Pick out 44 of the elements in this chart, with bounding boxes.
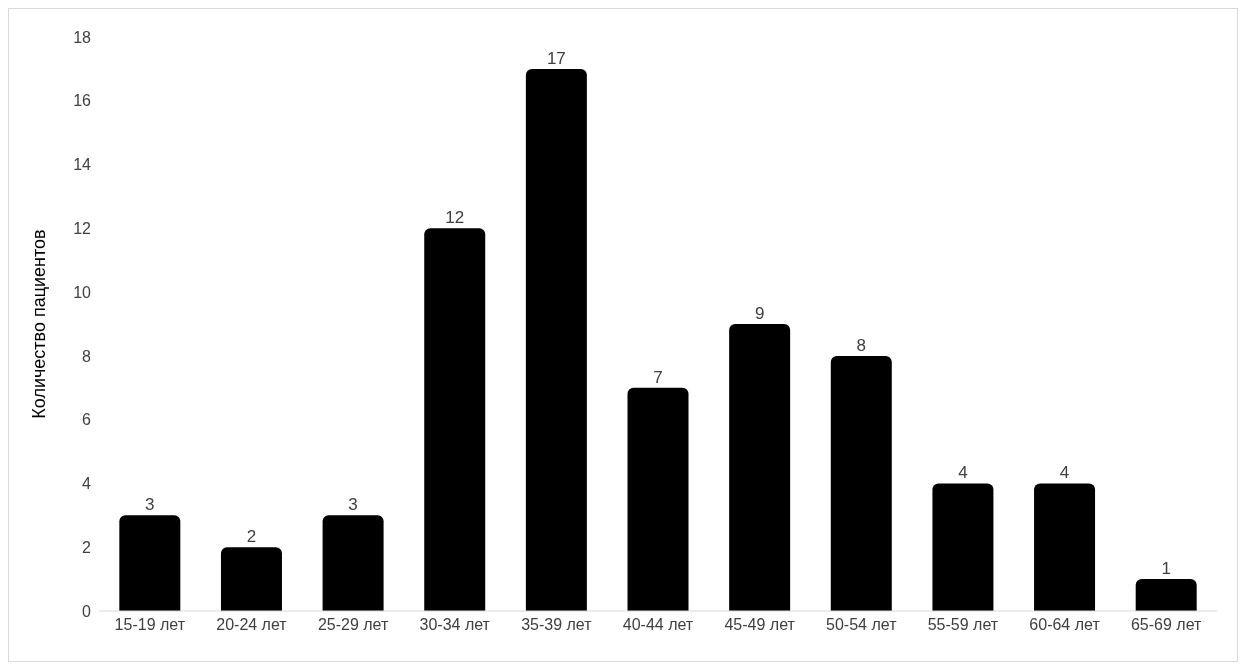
x-tick-label: 50-54 лет [826,616,898,634]
x-tick-label: 35-39 лет [521,616,593,634]
y-tick-label: 10 [73,283,92,301]
y-tick-label: 6 [82,411,92,429]
y-tick-label: 0 [82,602,92,620]
y-tick-label: 14 [73,156,92,174]
data-label: 9 [754,304,765,323]
bar [932,483,994,611]
x-tick-label: 60-64 лет [1029,616,1101,634]
y-tick-label: 4 [82,475,92,493]
data-label: 3 [145,495,155,515]
data-label: 17 [546,48,566,68]
x-tick-label: 25-29 лет [317,616,389,634]
bar [119,515,181,611]
data-label: 3 [348,495,358,515]
x-tick-label: 55-59 лет [927,616,999,634]
y-axis-title: Количество пациентов [29,229,50,419]
x-tick-label: 20-24 лет [216,616,288,634]
bar [1034,483,1096,611]
y-tick-label: 2 [82,538,92,556]
bar [1135,579,1197,611]
x-tick-label: 15-19 лет [114,616,186,634]
y-tick-label: 16 [73,92,92,110]
data-label: 12 [445,208,465,228]
data-label: 8 [856,335,867,355]
data-label: 4 [1059,463,1070,483]
x-tick-label: 40-44 лет [622,616,694,634]
y-tick-label: 8 [82,347,92,365]
bar [220,547,282,611]
bar [322,515,384,611]
x-tick-label: 30-34 лет [419,616,491,634]
bar [627,387,689,611]
data-label: 4 [958,463,968,483]
data-label: 1 [1161,559,1171,579]
data-label: 7 [653,367,663,387]
bar [424,228,486,611]
bar [525,68,587,611]
bar [830,355,892,611]
x-tick-label: 45-49 лет [724,616,796,634]
y-tick-label: 12 [73,220,92,238]
y-tick-label: 18 [73,28,92,46]
x-tick-label: 65-69 лет [1130,616,1203,634]
bar [729,324,791,611]
data-label: 2 [246,527,257,547]
